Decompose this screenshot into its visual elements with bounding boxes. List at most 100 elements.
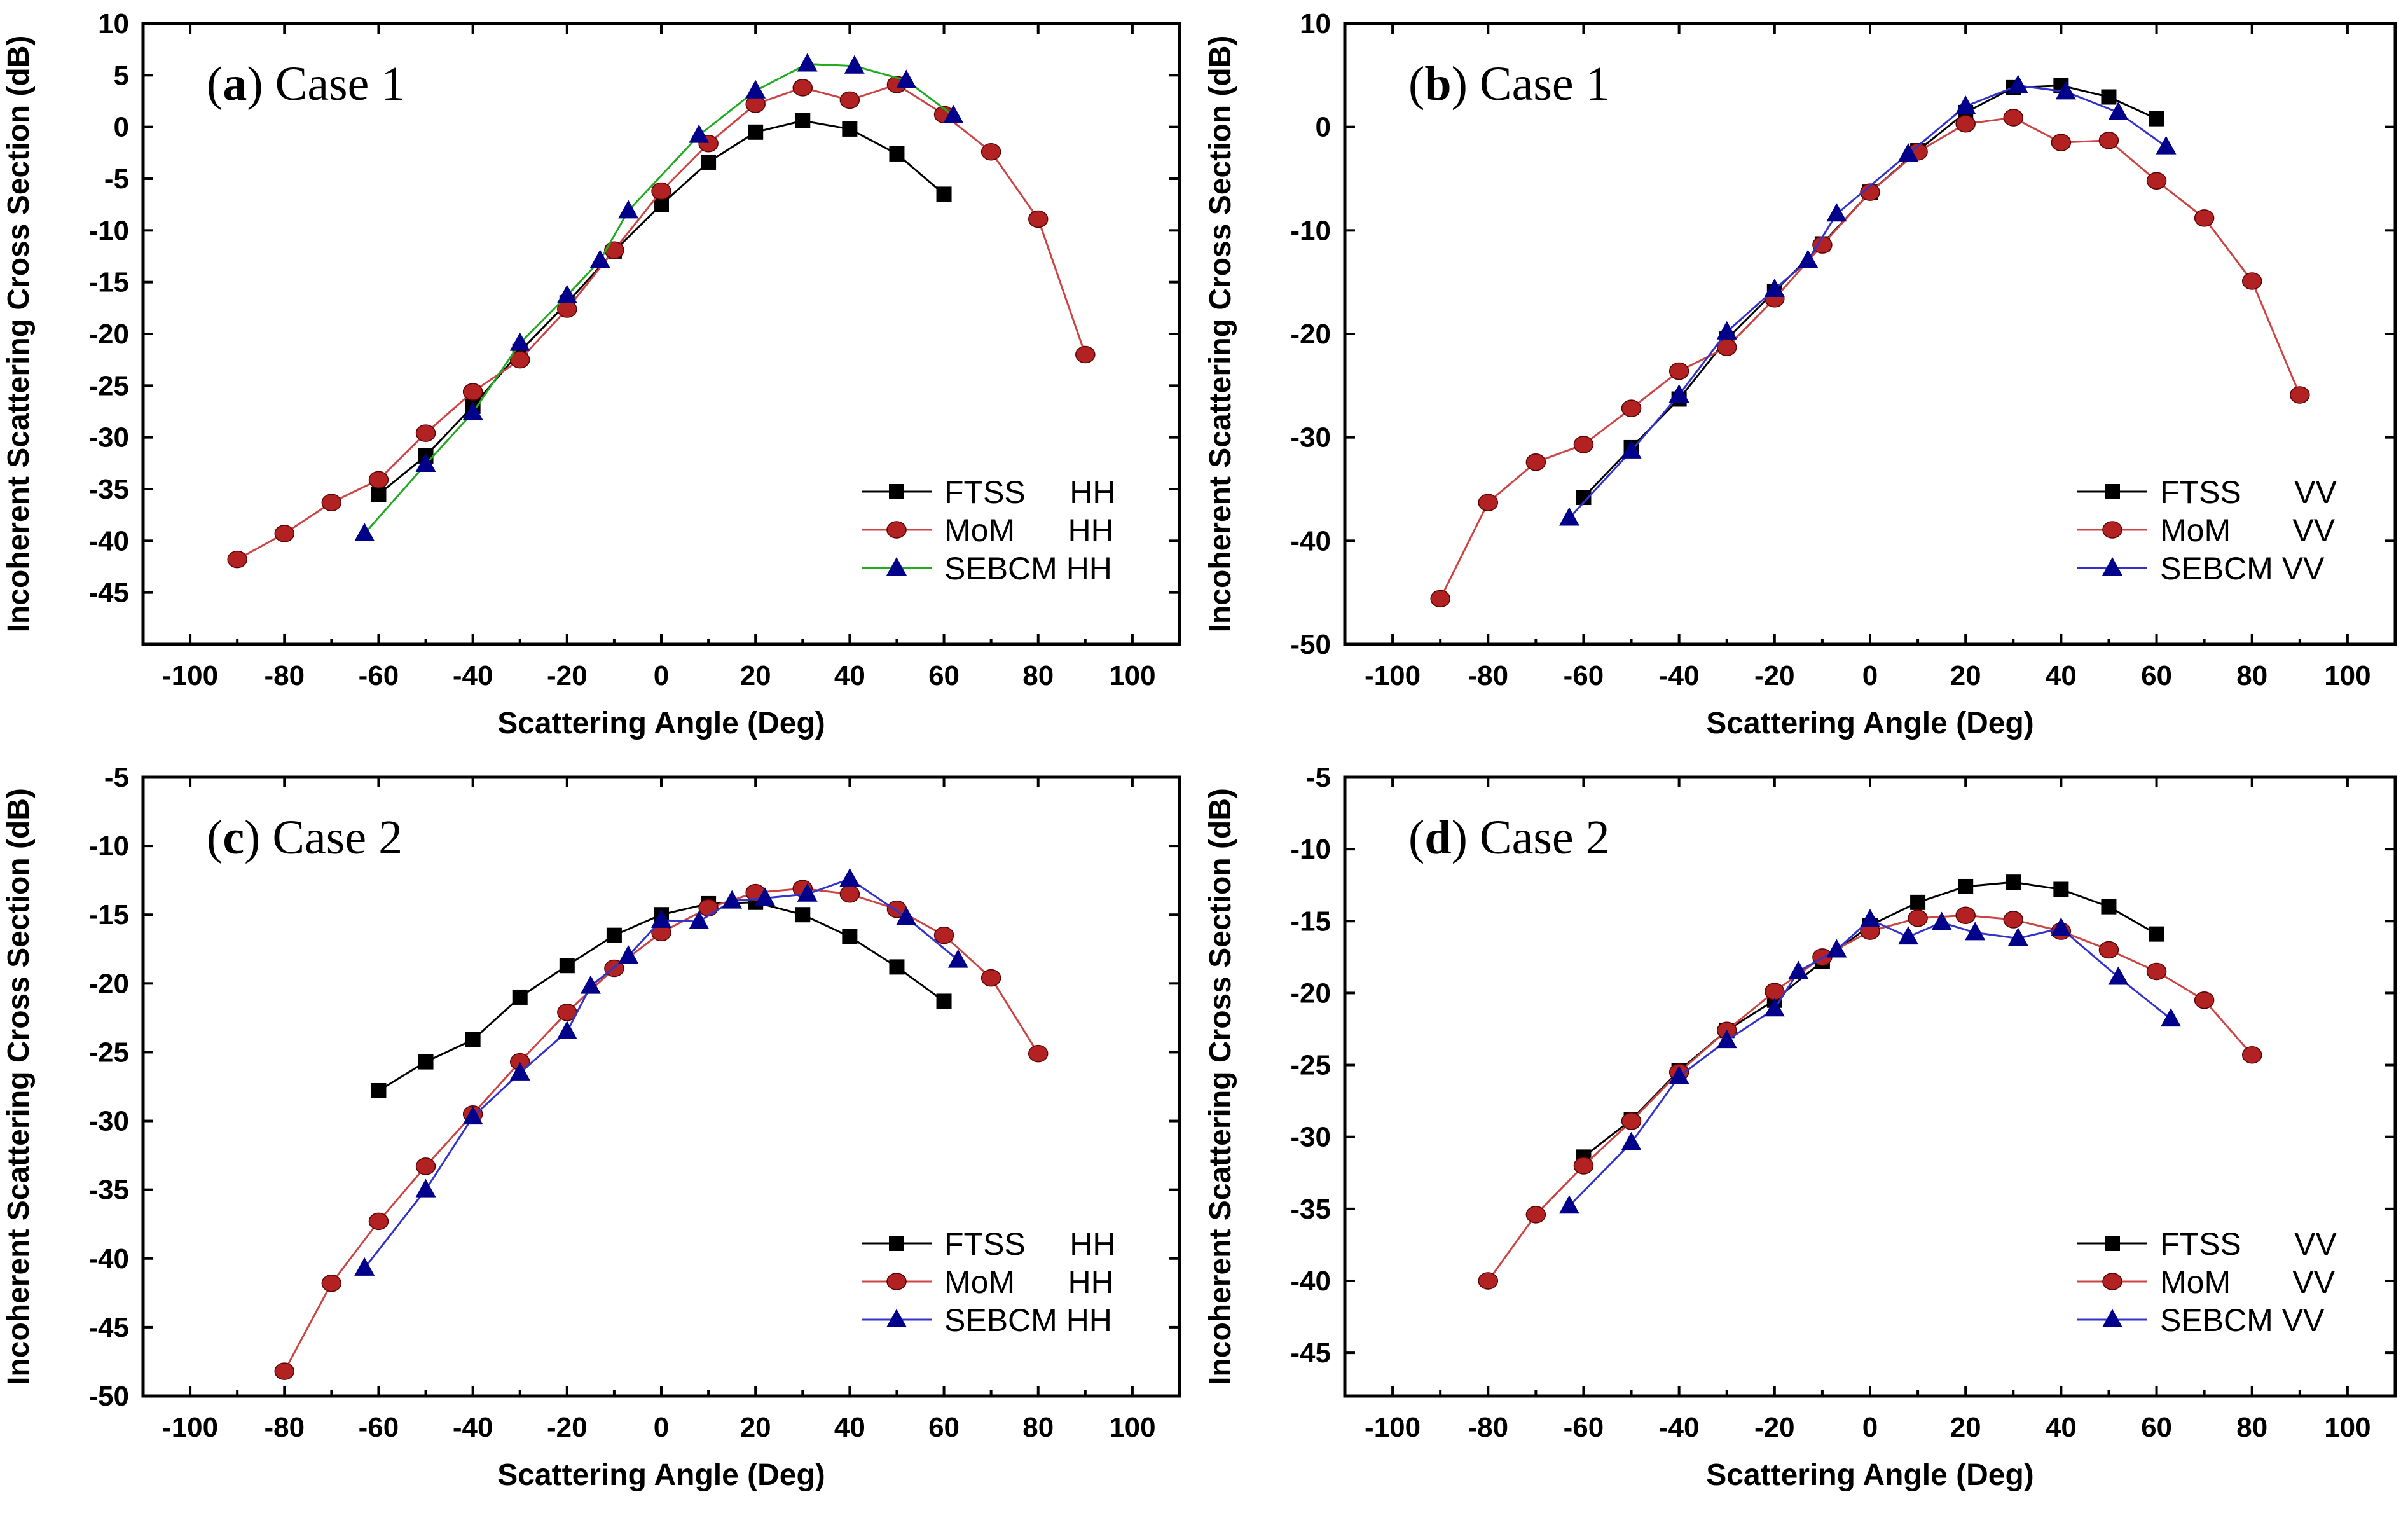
legend-label: FTSS HH — [944, 474, 1115, 510]
data-point — [896, 906, 917, 925]
legend-marker — [2102, 1309, 2122, 1327]
x-tick-label: 40 — [2046, 660, 2077, 691]
data-point — [980, 142, 1001, 161]
panel-label: (c) Case 2 — [207, 811, 402, 864]
data-point — [415, 424, 436, 442]
data-point — [1621, 399, 1642, 417]
x-axis-title: Scattering Angle (Deg) — [497, 707, 825, 740]
data-point — [462, 383, 483, 401]
data-point — [1621, 439, 1642, 459]
y-axis-title: Incoherent Scattering Cross Section (dB) — [1204, 788, 1237, 1385]
data-point — [618, 945, 639, 964]
x-tick-label: 0 — [654, 1412, 669, 1443]
legend-label: MoM HH — [944, 1264, 1114, 1300]
legend-entry: MoM VV — [2077, 513, 2336, 548]
series-1 — [274, 880, 1049, 1380]
data-point — [2161, 1008, 2182, 1027]
data-point — [2051, 134, 2072, 151]
data-point — [651, 909, 671, 928]
data-point — [2146, 172, 2167, 190]
data-point — [274, 1362, 295, 1380]
data-point — [2098, 941, 2119, 959]
data-point — [1764, 279, 1785, 298]
legend-marker — [889, 484, 904, 499]
data-point — [415, 1157, 436, 1175]
y-tick-label: -35 — [1290, 1194, 1331, 1225]
data-point — [1558, 1195, 1579, 1214]
data-point — [839, 885, 860, 903]
data-point — [1558, 507, 1579, 526]
legend-entry: FTSS HH — [862, 474, 1115, 510]
data-point — [512, 989, 528, 1005]
legend-entry: SEBCM HH — [862, 551, 1112, 586]
y-tick-label: -5 — [104, 762, 129, 793]
data-point — [2241, 272, 2262, 290]
data-point — [556, 1021, 577, 1040]
x-tick-label: 60 — [928, 660, 960, 691]
data-point — [1860, 909, 1880, 928]
data-point — [689, 124, 710, 143]
x-tick-label: -40 — [453, 660, 493, 691]
y-tick-label: 0 — [114, 112, 129, 143]
y-tick-label: -20 — [1290, 319, 1331, 350]
x-tick-label: -20 — [547, 660, 588, 691]
x-tick-label: -60 — [1564, 660, 1604, 691]
data-point — [1668, 383, 1689, 403]
panel-a: -100 -80 -60 -40 -20 0 20 40 60 80 100-45-40-35-30… — [2, 8, 1181, 740]
data-point — [354, 522, 375, 541]
y-tick-label: -10 — [1290, 834, 1331, 865]
data-point — [1573, 436, 1594, 453]
x-tick-label: -20 — [1754, 1412, 1795, 1443]
data-point — [2194, 209, 2215, 227]
data-point — [748, 124, 764, 140]
data-point — [1478, 1272, 1499, 1290]
legend-label: SEBCM HH — [944, 1302, 1112, 1338]
data-point — [604, 241, 624, 259]
y-tick-label: -40 — [1290, 525, 1331, 556]
data-point — [321, 494, 342, 511]
legend-label: MoM VV — [2160, 1264, 2336, 1300]
data-point — [1898, 926, 1919, 945]
x-axis-title: Scattering Angle (Deg) — [497, 1458, 825, 1492]
y-tick-label: -40 — [88, 1243, 129, 1275]
x-tick-label: -80 — [264, 1412, 305, 1443]
panel-d: -100 -80 -60 -40 -20 0 20 40 60 80 100 -45 -40 -35 -30… — [1204, 762, 2397, 1492]
data-point — [1028, 210, 1049, 228]
legend-label: MoM HH — [944, 513, 1114, 548]
data-point — [839, 868, 860, 887]
legend-marker — [886, 557, 907, 576]
legend-marker — [886, 521, 907, 539]
x-tick-label: 80 — [1022, 1412, 1054, 1443]
data-point — [844, 55, 865, 74]
data-point — [980, 969, 1001, 987]
y-axis-title: Incoherent Scattering Cross Section (dB) — [2, 36, 36, 633]
x-tick-label: 20 — [1950, 1412, 1981, 1443]
legend-entry: SEBCM VV — [2077, 551, 2325, 586]
series-1 — [1478, 906, 2262, 1290]
data-point — [1028, 1044, 1049, 1063]
data-point — [2101, 899, 2117, 915]
series-1 — [1430, 109, 2310, 608]
data-point — [415, 1178, 436, 1198]
x-tick-label: 0 — [1862, 660, 1878, 691]
data-point — [795, 113, 811, 128]
legend-label: FTSS VV — [2160, 474, 2337, 510]
data-point — [896, 69, 917, 88]
data-point — [795, 907, 811, 923]
x-tick-label: 100 — [2324, 1412, 2370, 1443]
legend-label: FTSS VV — [2160, 1226, 2337, 1262]
data-point — [1910, 894, 1926, 910]
y-tick-label: -35 — [88, 474, 129, 505]
data-point — [2149, 926, 2164, 942]
data-point — [2108, 966, 2129, 985]
x-tick-label: 40 — [834, 1412, 865, 1443]
data-point — [943, 104, 964, 123]
data-point — [936, 186, 952, 202]
x-tick-label: -60 — [359, 660, 399, 691]
y-tick-label: -50 — [1290, 629, 1331, 660]
x-tick-label: 20 — [740, 1412, 771, 1443]
data-point — [755, 887, 775, 906]
data-point — [354, 1257, 375, 1276]
y-tick-label: 5 — [114, 60, 129, 91]
x-tick-label: -40 — [1659, 660, 1700, 691]
